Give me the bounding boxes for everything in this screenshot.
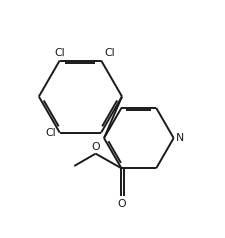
Text: Cl: Cl — [45, 128, 56, 138]
Text: O: O — [91, 142, 99, 152]
Text: N: N — [176, 133, 184, 143]
Text: Cl: Cl — [54, 48, 65, 58]
Text: Cl: Cl — [104, 48, 115, 58]
Text: O: O — [117, 199, 125, 209]
